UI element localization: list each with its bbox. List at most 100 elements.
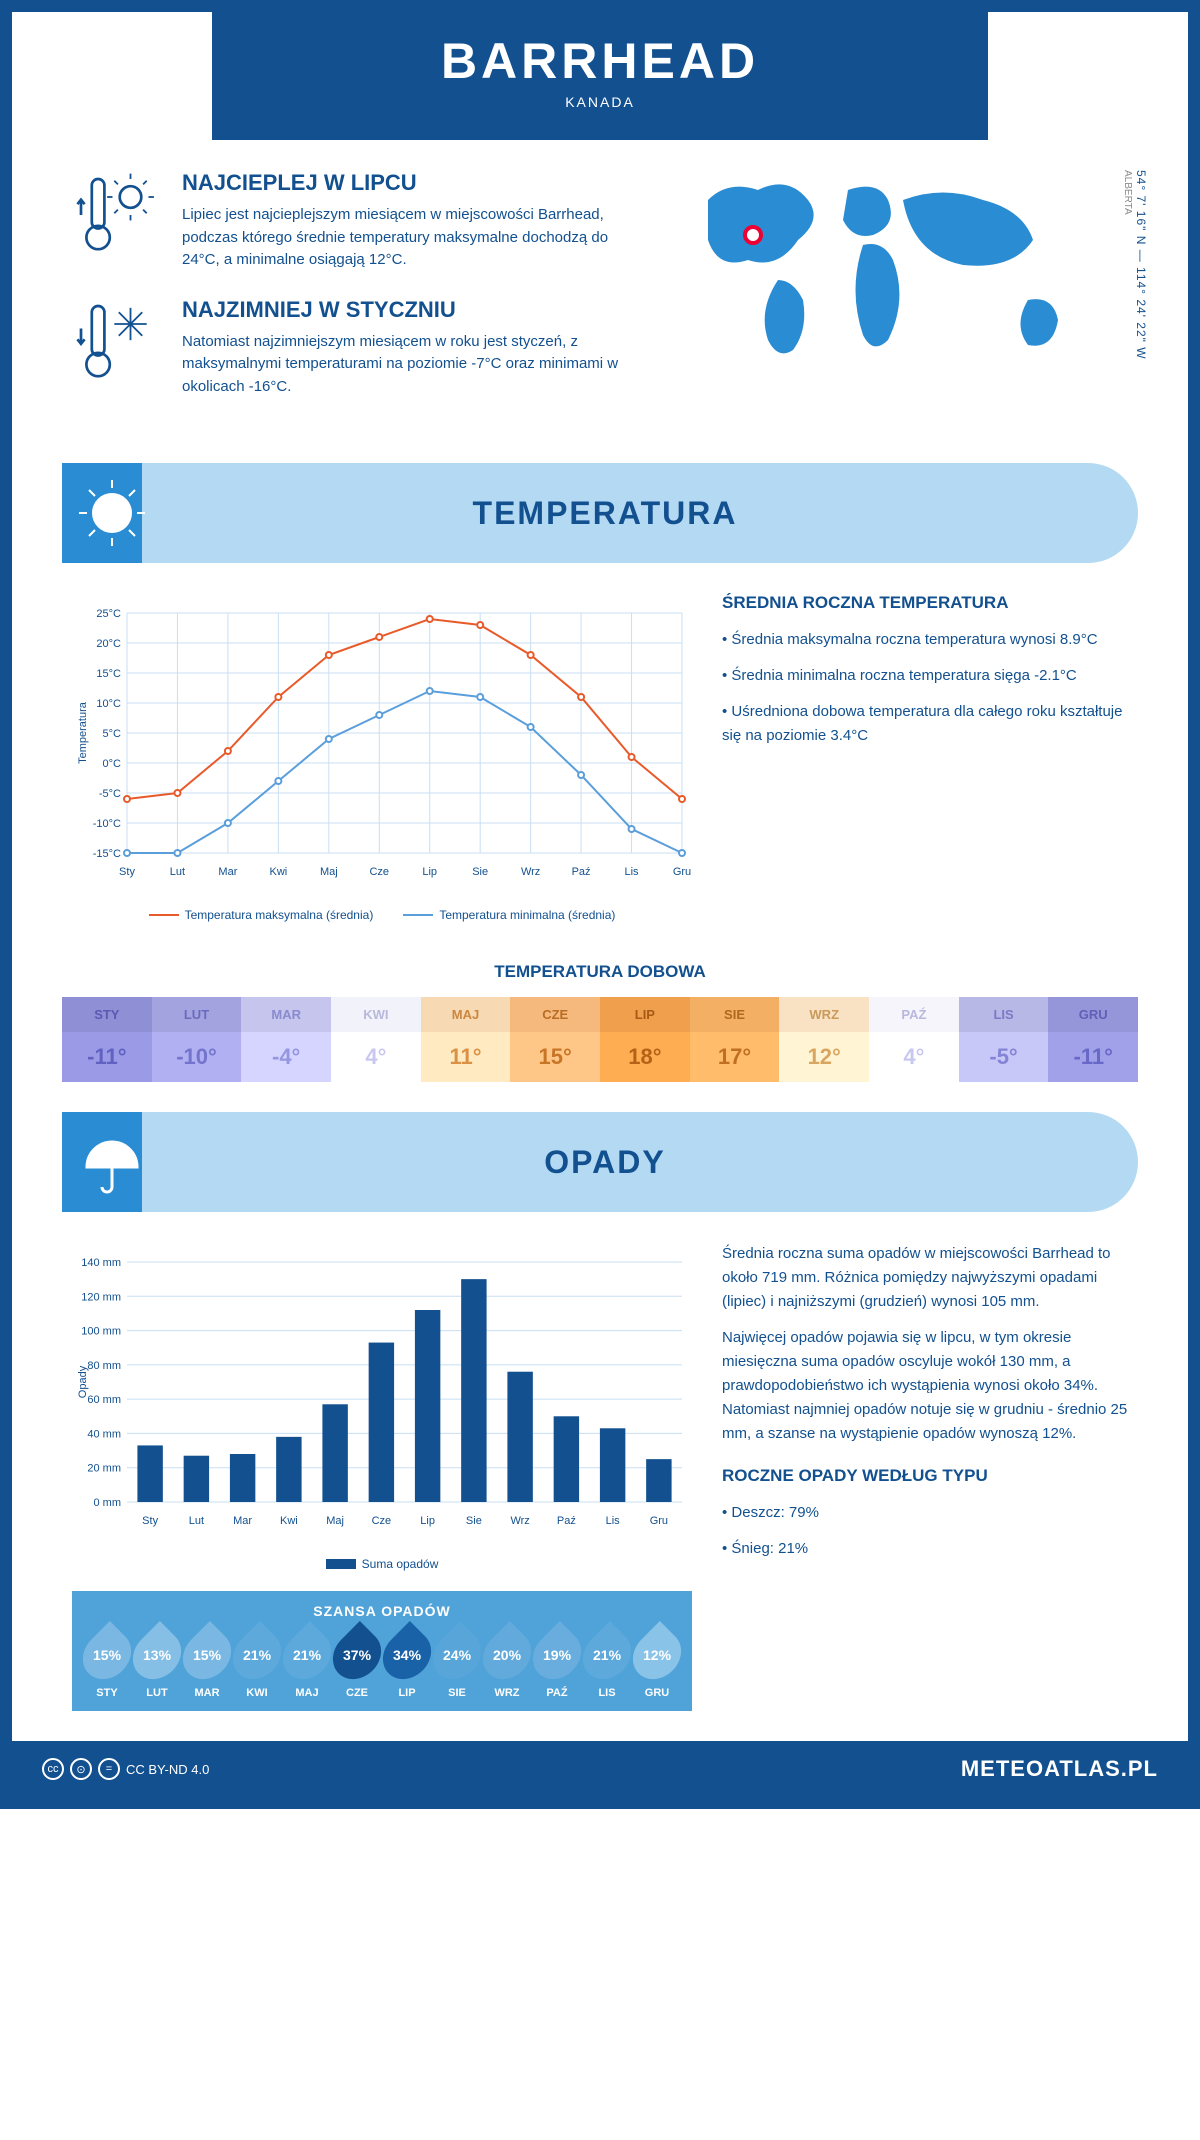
temp-bullet: Uśredniona dobowa temperatura dla całego… (722, 700, 1128, 748)
hottest-text: Lipiec jest najcieplejszym miesiącem w m… (182, 204, 648, 272)
svg-text:120 mm: 120 mm (81, 1291, 121, 1303)
rain-drop: 20%WRZ (485, 1629, 529, 1699)
svg-text:Lut: Lut (170, 866, 185, 878)
coldest-block: NAJZIMNIEJ W STYCZNIU Natomiast najzimni… (72, 297, 648, 399)
world-map-panel: ALBERTA 54° 7' 16" N — 114° 24' 22" W (688, 170, 1128, 423)
coldest-heading: NAJZIMNIEJ W STYCZNIU (182, 297, 648, 323)
precip-type-title: ROCZNE OPADY WEDŁUG TYPU (722, 1466, 1128, 1486)
svg-text:Maj: Maj (320, 866, 338, 878)
coldest-text: Natomiast najzimniejszym miesiącem w rok… (182, 331, 648, 399)
map-location-marker (743, 225, 763, 245)
daily-cell: LIS-5° (959, 997, 1049, 1082)
svg-text:-15°C: -15°C (93, 848, 121, 860)
page-title: BARRHEAD (212, 32, 988, 90)
rain-drop: 12%GRU (635, 1629, 679, 1699)
precip-type: Deszcz: 79% (722, 1501, 1128, 1525)
infographic-container: BARRHEAD KANADA NAJCIEPLEJ W LIPCU Lipie… (0, 0, 1200, 1809)
svg-text:-5°C: -5°C (99, 788, 121, 800)
precip-info: Średnia roczna suma opadów w miejscowośc… (722, 1242, 1128, 1711)
svg-text:Lis: Lis (606, 1515, 621, 1527)
daily-cell: GRU-11° (1048, 997, 1138, 1082)
svg-text:Kwi: Kwi (269, 866, 287, 878)
svg-text:Paź: Paź (572, 866, 591, 878)
rain-chance-panel: SZANSA OPADÓW 15%STY13%LUT15%MAR21%KWI21… (72, 1591, 692, 1711)
hottest-heading: NAJCIEPLEJ W LIPCU (182, 170, 648, 196)
header-band: BARRHEAD KANADA (212, 12, 988, 140)
section-header-precip: OPADY (62, 1112, 1138, 1212)
daily-cell: LIP18° (600, 997, 690, 1082)
world-map-icon (688, 170, 1128, 395)
svg-text:Cze: Cze (372, 1515, 392, 1527)
temperature-legend: Temperatura maksymalna (średnia) Tempera… (72, 908, 692, 922)
cc-icon: cc (42, 1758, 64, 1780)
svg-text:Temperatura: Temperatura (77, 701, 89, 764)
daily-cell: MAR-4° (241, 997, 331, 1082)
country-subtitle: KANADA (212, 94, 988, 110)
svg-text:80 mm: 80 mm (87, 1360, 121, 1372)
coordinates-label: 54° 7' 16" N — 114° 24' 22" W (1134, 170, 1148, 360)
svg-text:140 mm: 140 mm (81, 1257, 121, 1269)
svg-text:Lut: Lut (189, 1515, 204, 1527)
svg-text:Sty: Sty (119, 866, 135, 878)
precip-chart: 0 mm20 mm40 mm60 mm80 mm100 mm120 mm140 … (72, 1242, 692, 1711)
temp-bullet: Średnia maksymalna roczna temperatura wy… (722, 628, 1128, 652)
svg-text:Wrz: Wrz (510, 1515, 529, 1527)
thermometer-snow-icon (72, 297, 162, 399)
thermometer-sun-icon (72, 170, 162, 272)
daily-temp-title: TEMPERATURA DOBOWA (12, 962, 1188, 982)
rain-chance-title: SZANSA OPADÓW (72, 1603, 692, 1619)
daily-cell: MAJ11° (421, 997, 511, 1082)
svg-text:Wrz: Wrz (521, 866, 540, 878)
daily-cell: PAŹ4° (869, 997, 959, 1082)
svg-text:Lis: Lis (625, 866, 640, 878)
rain-drop: 34%LIP (385, 1629, 429, 1699)
precip-legend: Suma opadów (72, 1557, 692, 1571)
svg-text:0 mm: 0 mm (94, 1497, 122, 1509)
precip-para: Średnia roczna suma opadów w miejscowośc… (722, 1242, 1128, 1314)
svg-text:Gru: Gru (673, 866, 691, 878)
temp-bullet: Średnia minimalna roczna temperatura się… (722, 664, 1128, 688)
rain-drop: 15%MAR (185, 1629, 229, 1699)
rain-drop: 21%KWI (235, 1629, 279, 1699)
section-title-temperature: TEMPERATURA (152, 495, 1058, 532)
svg-text:Paź: Paź (557, 1515, 576, 1527)
nd-icon: = (98, 1758, 120, 1780)
section-header-temperature: TEMPERATURA (62, 463, 1138, 563)
region-label: ALBERTA (1122, 170, 1133, 215)
daily-cell: LUT-10° (152, 997, 242, 1082)
section-title-precip: OPADY (152, 1144, 1058, 1181)
svg-text:Opady: Opady (77, 1365, 89, 1398)
temperature-chart: -15°C-10°C-5°C0°C5°C10°C15°C20°C25°CStyL… (72, 593, 692, 922)
temp-info-title: ŚREDNIA ROCZNA TEMPERATURA (722, 593, 1128, 613)
svg-text:15°C: 15°C (96, 668, 121, 680)
license: cc ⊙ = CC BY-ND 4.0 (42, 1758, 209, 1780)
svg-text:Maj: Maj (326, 1515, 344, 1527)
daily-cell: SIE17° (690, 997, 780, 1082)
license-text: CC BY-ND 4.0 (126, 1762, 209, 1777)
svg-text:20 mm: 20 mm (87, 1463, 121, 1475)
footer: cc ⊙ = CC BY-ND 4.0 METEOATLAS.PL (12, 1741, 1188, 1797)
svg-text:Sie: Sie (466, 1515, 482, 1527)
daily-cell: KWI4° (331, 997, 421, 1082)
hottest-block: NAJCIEPLEJ W LIPCU Lipiec jest najcieple… (72, 170, 648, 272)
rain-drop: 21%LIS (585, 1629, 629, 1699)
svg-text:60 mm: 60 mm (87, 1394, 121, 1406)
sun-icon (72, 473, 152, 553)
svg-text:Cze: Cze (369, 866, 389, 878)
daily-temp-table: STY-11°LUT-10°MAR-4°KWI4°MAJ11°CZE15°LIP… (62, 997, 1138, 1082)
svg-text:5°C: 5°C (103, 728, 122, 740)
top-info-row: NAJCIEPLEJ W LIPCU Lipiec jest najcieple… (12, 140, 1188, 453)
temperature-info: ŚREDNIA ROCZNA TEMPERATURA Średnia maksy… (722, 593, 1128, 922)
rain-drop: 19%PAŹ (535, 1629, 579, 1699)
svg-text:Gru: Gru (650, 1515, 668, 1527)
precip-para: Najwięcej opadów pojawia się w lipcu, w … (722, 1326, 1128, 1446)
daily-cell: STY-11° (62, 997, 152, 1082)
rain-drop: 13%LUT (135, 1629, 179, 1699)
svg-text:Sty: Sty (142, 1515, 158, 1527)
svg-text:20°C: 20°C (96, 638, 121, 650)
brand-name: METEOATLAS.PL (961, 1756, 1158, 1782)
svg-text:0°C: 0°C (103, 758, 122, 770)
svg-text:Kwi: Kwi (280, 1515, 298, 1527)
svg-text:Mar: Mar (233, 1515, 252, 1527)
svg-text:-10°C: -10°C (93, 818, 121, 830)
